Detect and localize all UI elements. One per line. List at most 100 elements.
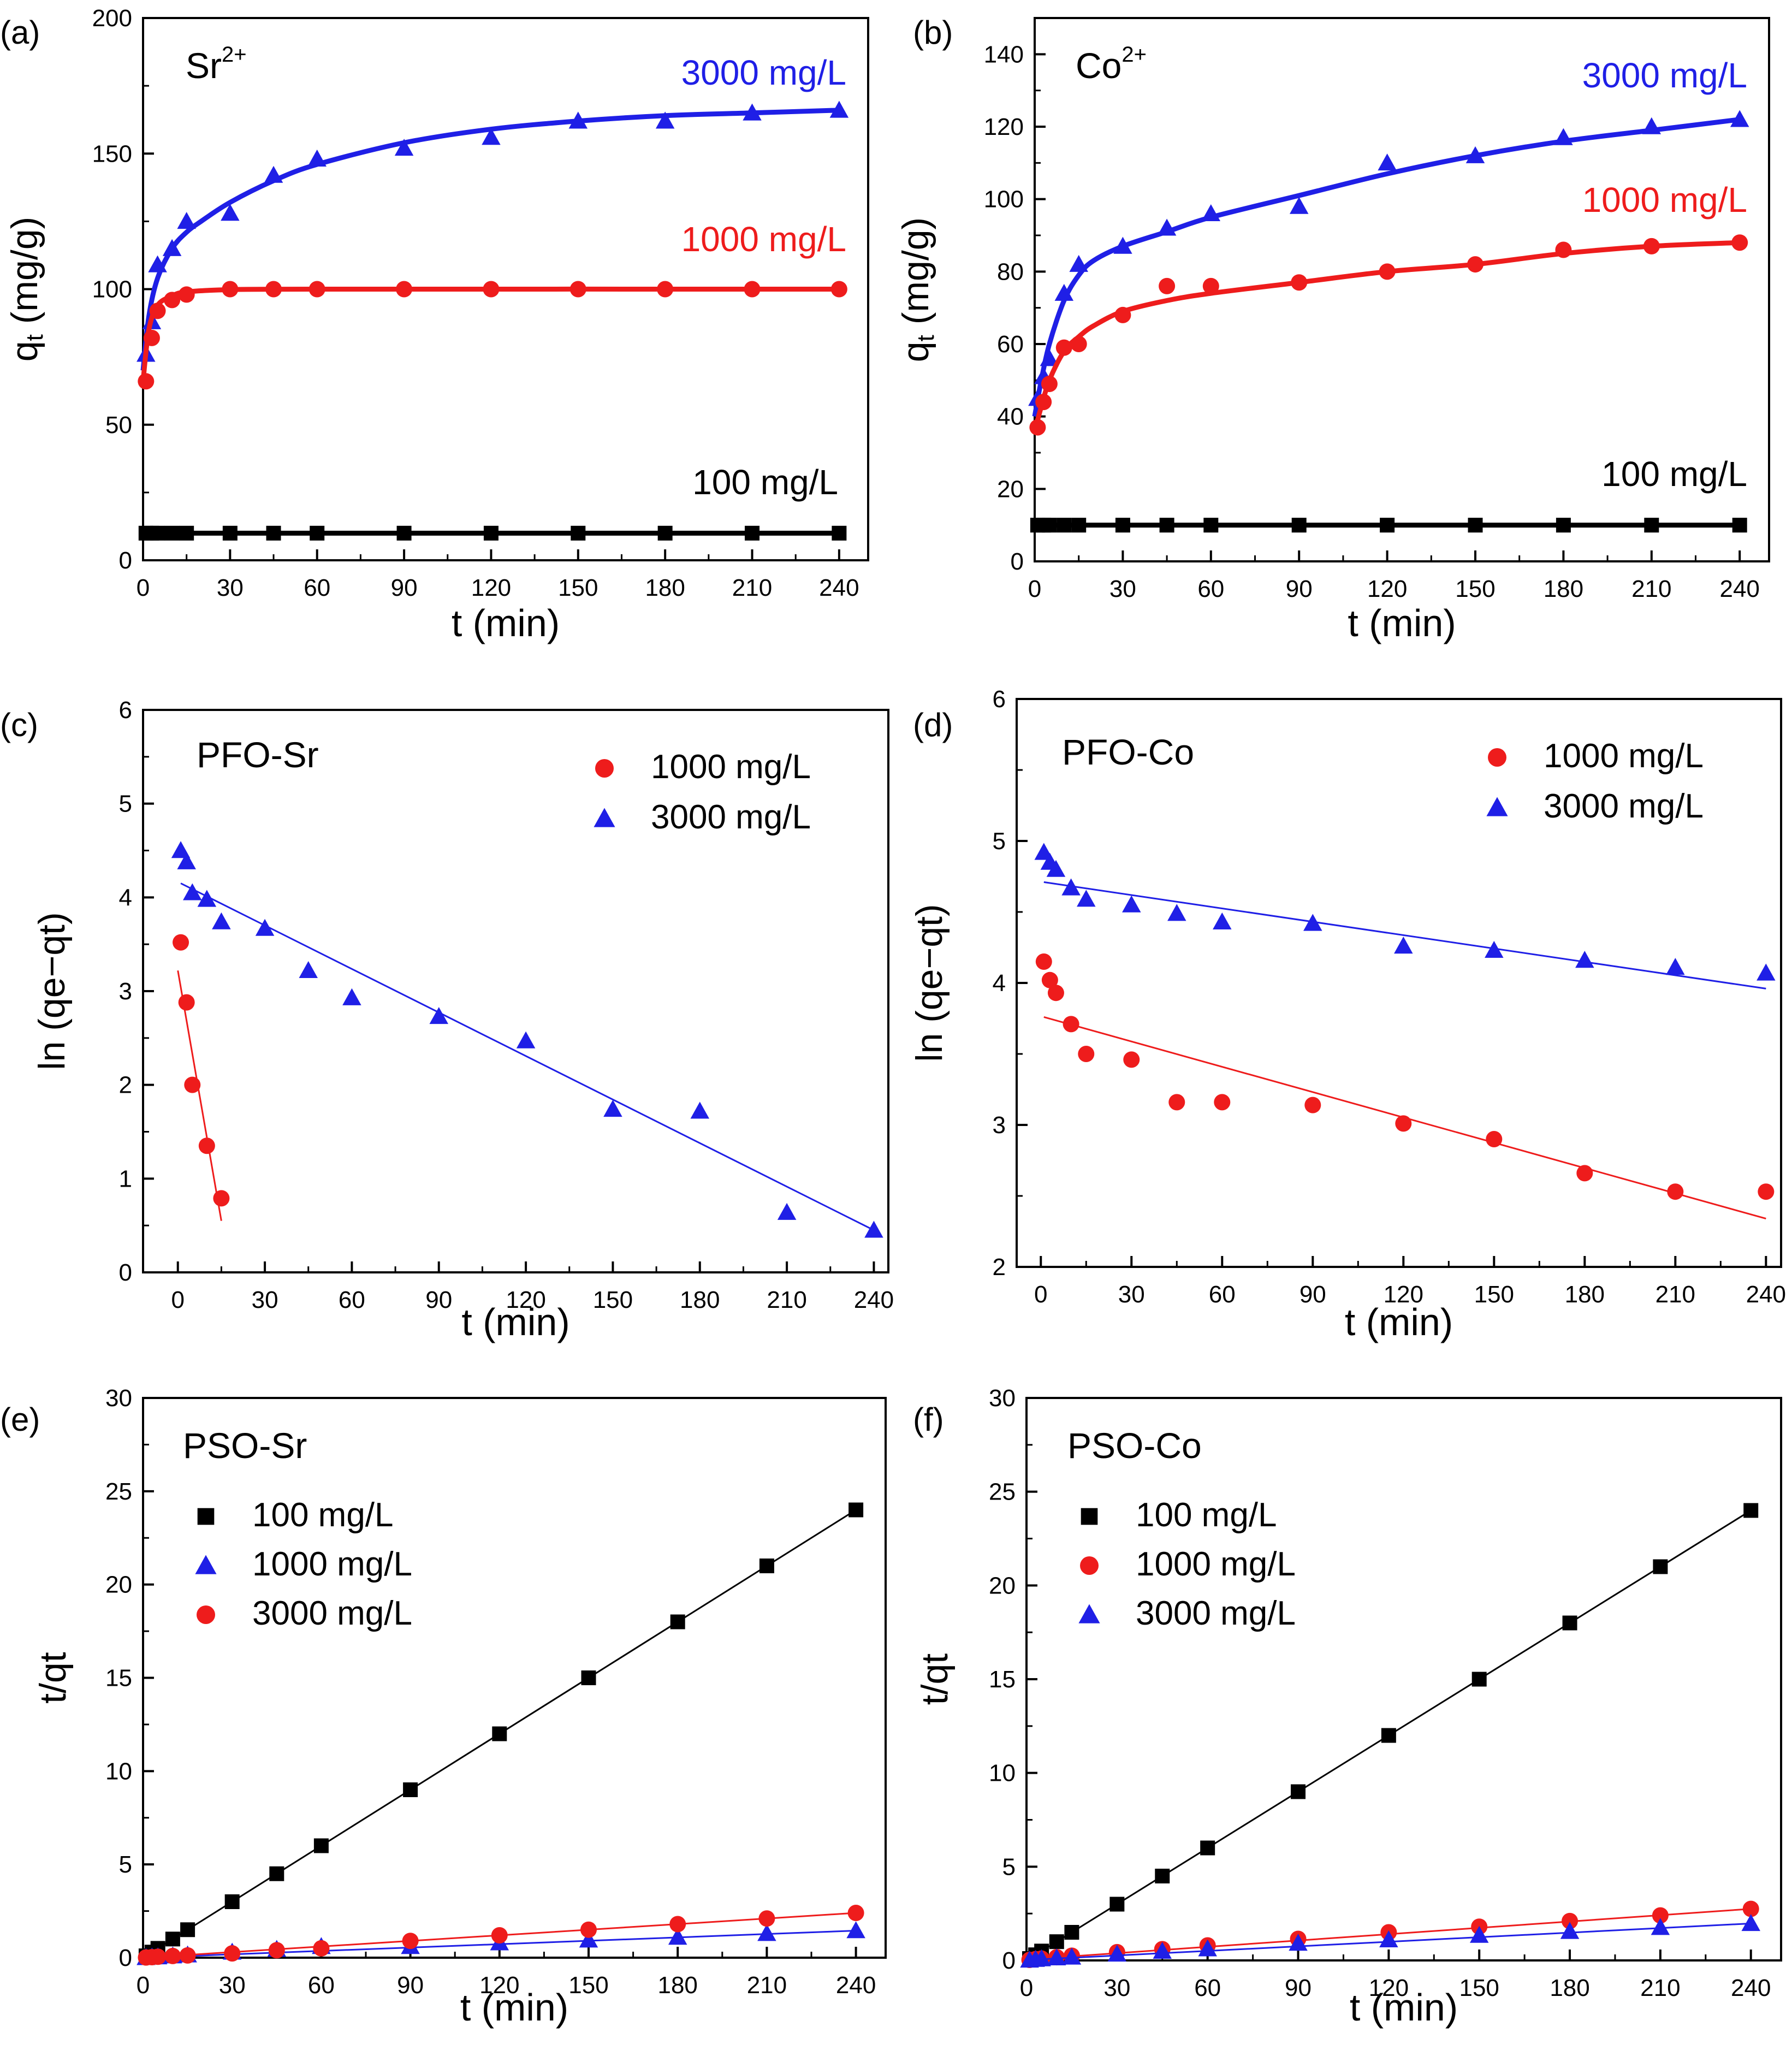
y-tick-label: 5 [1002, 1853, 1016, 1880]
data-point [568, 111, 588, 129]
x-axis-label: t (min) [461, 1301, 569, 1343]
x-tick-label: 60 [1197, 576, 1224, 602]
data-point [1055, 339, 1072, 356]
x-tick-label: 90 [1285, 1975, 1312, 2001]
data-point [212, 912, 231, 929]
data-point [313, 1838, 329, 1853]
x-tick-label: 150 [1474, 1281, 1514, 1308]
y-tick-label: 140 [984, 41, 1024, 68]
y-tick-label: 30 [989, 1385, 1016, 1412]
panel-title-superscript: 2+ [222, 43, 247, 67]
y-tick-label: 0 [119, 1259, 132, 1286]
series-3000-mg-L [138, 1905, 864, 1966]
legend-label: 1000 mg/L [651, 748, 811, 786]
data-point [179, 1947, 196, 1964]
data-point [177, 212, 196, 229]
y-axis-label: ln (qe−qt) [909, 904, 950, 1062]
data-point [1047, 985, 1064, 1002]
data-point [1168, 1094, 1185, 1111]
y-tick-label: 15 [105, 1665, 132, 1692]
y-tick-label: 20 [105, 1572, 132, 1598]
data-point [1575, 951, 1594, 968]
data-point [491, 1927, 508, 1943]
data-point [224, 1945, 241, 1962]
legend: 1000 mg/L 3000 mg/L [594, 748, 811, 836]
panel-title: PFO-Sr [197, 734, 319, 775]
data-point [777, 1202, 797, 1220]
x-tick-label: 90 [391, 574, 418, 601]
data-point [198, 1137, 215, 1154]
y-tick-label: 3 [993, 1112, 1006, 1139]
y-tick-label: 10 [989, 1760, 1016, 1787]
data-point [171, 841, 191, 858]
data-point [581, 1670, 596, 1685]
data-point [164, 525, 180, 541]
y-tick-label: 6 [119, 697, 132, 724]
data-point [149, 303, 166, 319]
data-point [1730, 110, 1749, 127]
data-point [483, 525, 499, 541]
x-axis-label: t (min) [1345, 1301, 1453, 1343]
data-point [222, 525, 238, 541]
series-1000-mg-L: 1000 mg/L [138, 220, 847, 390]
panel-label: (f) [913, 1401, 944, 1438]
y-tick-label: 0 [119, 1945, 132, 1971]
panel-b: 0 30 60 90 120 150 180 210 240 0 20 40 60 80 100 120 140… [895, 14, 1770, 644]
data-point [668, 1928, 687, 1945]
data-point [221, 204, 240, 221]
data-point [758, 1910, 775, 1927]
data-point [1379, 263, 1396, 280]
data-point [482, 128, 501, 145]
legend-marker [195, 1555, 217, 1574]
x-tick-label: 30 [252, 1287, 278, 1313]
legend-label: 1000 mg/L [252, 1545, 412, 1583]
panel-title: PSO-Co [1067, 1425, 1202, 1466]
data-point [1379, 1930, 1398, 1948]
y-tick-label: 25 [105, 1478, 132, 1505]
data-point [1643, 238, 1660, 254]
data-point [1029, 419, 1046, 436]
legend: 1000 mg/L 3000 mg/L [1486, 737, 1704, 825]
y-tick-label: 50 [105, 412, 132, 439]
data-point [1666, 958, 1685, 975]
data-point [165, 1931, 180, 1947]
data-point [1035, 953, 1052, 970]
panel-c: 0 30 60 90 120 150 180 210 240 0 1 2 3 4 5 6 t (min) ln (… [0, 697, 894, 1343]
data-point [138, 373, 155, 390]
legend: 100 mg/L 1000 mg/L 3000 mg/L [1078, 1496, 1296, 1632]
x-tick-label: 90 [1286, 576, 1313, 602]
data-point [1291, 518, 1307, 533]
x-tick-label: 30 [217, 574, 244, 601]
x-tick-label: 180 [1544, 576, 1583, 602]
data-point [829, 100, 849, 118]
data-point [307, 149, 327, 167]
data-point [744, 281, 761, 298]
data-point [1667, 1183, 1684, 1200]
data-point [655, 111, 675, 129]
legend-marker [1080, 1556, 1099, 1575]
data-point [1758, 1183, 1775, 1200]
data-point [580, 1921, 597, 1938]
data-point [1153, 1941, 1172, 1959]
series-inline-label: 100 mg/L [692, 463, 838, 502]
legend-label: 3000 mg/L [252, 1595, 412, 1632]
data-point [1465, 146, 1485, 163]
y-axis-label: ln (qe−qt) [31, 912, 73, 1070]
data-point [1078, 1046, 1095, 1062]
legend-marker [595, 759, 614, 778]
fit-curve [140, 286, 839, 382]
plot-frame [142, 709, 889, 1273]
x-tick-label: 60 [1194, 1975, 1221, 2001]
data-point [1731, 234, 1748, 251]
data-point [224, 1894, 240, 1909]
x-tick-label: 30 [1118, 1281, 1145, 1308]
data-point [1380, 518, 1395, 533]
x-tick-label: 120 [471, 574, 511, 601]
data-point [1123, 1051, 1140, 1068]
data-point [669, 1916, 686, 1933]
panel-title: PFO-Co [1062, 732, 1194, 772]
y-tick-label: 6 [993, 686, 1006, 713]
legend-marker [1488, 748, 1506, 767]
panel-title: Co2+ [1076, 43, 1147, 86]
data-point [1644, 518, 1659, 533]
